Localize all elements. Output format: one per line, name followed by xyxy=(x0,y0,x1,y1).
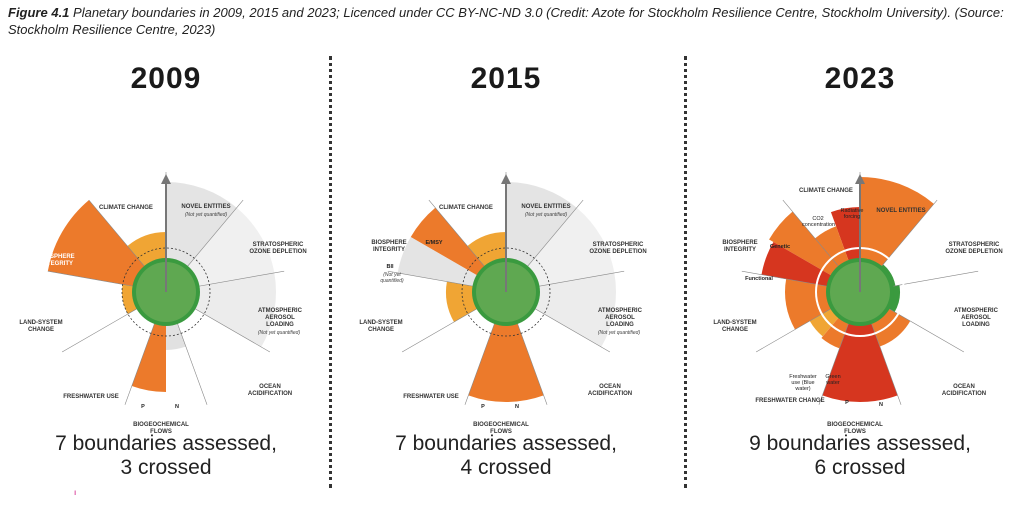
boundaries-diagram: CLIMATE CHANGE NOVEL ENTITIES (Not yet q… xyxy=(356,112,656,435)
label-ozone: STRATOSPHERIC OZONE DEPLETION xyxy=(589,242,647,255)
diagram-svg xyxy=(387,172,625,405)
panel-2023: 2023 CLIMATE CHANGE CO2 concentration Ra… xyxy=(700,56,1020,496)
stray-mark: ı xyxy=(74,488,77,497)
label-freshwater: FRESHWATER USE xyxy=(403,394,459,400)
wedge-ozone xyxy=(506,207,615,292)
label-aerosol: ATMOSPHERIC AEROSOL LOADING xyxy=(598,308,642,328)
label-freshwater: FRESHWATER USE xyxy=(63,394,119,400)
caption-text: Planetary boundaries in 2009, 2015 and 2… xyxy=(8,5,1004,37)
label-p: P xyxy=(141,404,145,410)
label-land-system: LAND-SYSTEM CHANGE xyxy=(19,320,63,333)
label-biosphere: BIOSPHERE INTEGRITY xyxy=(722,240,758,253)
label-aerosol-sub: (Not yet quantified) xyxy=(597,330,641,336)
label-biosphere: BIOSPHERE INTEGRITY xyxy=(39,254,75,267)
label-e-msy: E/MSY xyxy=(425,240,443,246)
label-n: N xyxy=(175,404,179,410)
label-biogeo: BIOGEOCHEMICAL FLOWS xyxy=(827,422,883,435)
label-aerosol-sub: (Not yet quantified) xyxy=(257,330,301,336)
summary-line-1: 9 boundaries assessed, xyxy=(749,432,971,455)
label-climate-change: CLIMATE CHANGE xyxy=(439,205,493,211)
panel-divider xyxy=(329,56,332,488)
label-land-system: LAND-SYSTEM CHANGE xyxy=(359,320,403,333)
label-aerosol: ATMOSPHERIC AEROSOL LOADING xyxy=(954,308,998,328)
label-novel-sub: (Not yet quantified) xyxy=(524,212,568,218)
label-ocean: OCEAN ACIDIFICATION xyxy=(941,384,987,397)
summary-line-2: 6 crossed xyxy=(814,456,906,479)
label-climate-change: CLIMATE CHANGE xyxy=(799,188,853,194)
label-genetic: Genetic xyxy=(769,244,791,250)
panel-summary: 7 boundaries assessed, 4 crossed xyxy=(346,432,666,480)
label-biogeo: BIOGEOCHEMICAL FLOWS xyxy=(133,422,189,435)
panel-year: 2023 xyxy=(824,62,896,95)
label-p: P xyxy=(481,404,485,410)
panel-summary: 7 boundaries assessed, 3 crossed xyxy=(6,432,326,480)
figure-label: Figure 4.1 xyxy=(8,5,70,20)
summary-line-2: 3 crossed xyxy=(120,456,212,479)
wedge-ozone xyxy=(166,207,275,292)
label-bii-sub: (Not yet quantified) xyxy=(380,272,404,284)
label-novel-entities: NOVEL ENTITIES xyxy=(876,208,926,214)
panel-summary: 9 boundaries assessed, 6 crossed xyxy=(700,432,1020,480)
label-climate-change: CLIMATE CHANGE xyxy=(99,205,153,211)
label-n: N xyxy=(515,404,519,410)
summary-line-1: 7 boundaries assessed, xyxy=(55,432,277,455)
label-biosphere: BIOSPHERE INTEGRITY xyxy=(371,240,407,253)
label-radiative: Radiative forcing xyxy=(840,208,864,220)
label-ozone: STRATOSPHERIC OZONE DEPLETION xyxy=(249,242,307,255)
risk-axis-arrow xyxy=(855,174,865,184)
label-ocean: OCEAN ACIDIFICATION xyxy=(247,384,293,397)
label-ozone: STRATOSPHERIC OZONE DEPLETION xyxy=(945,242,1003,255)
label-novel-sub: (Not yet quantified) xyxy=(184,212,228,218)
risk-axis-arrow xyxy=(161,174,171,184)
label-functional: Functional xyxy=(745,276,773,282)
panel-year: 2009 xyxy=(130,62,202,95)
boundary-circle xyxy=(461,247,551,337)
label-bii: BII xyxy=(386,264,394,270)
summary-line-1: 7 boundaries assessed, xyxy=(395,432,617,455)
summary-line-2: 4 crossed xyxy=(460,456,552,479)
boundaries-diagram: CLIMATE CHANGE NOVEL ENTITIES (Not yet q… xyxy=(16,112,316,435)
label-n: N xyxy=(879,402,883,408)
label-novel-entities: NOVEL ENTITIES xyxy=(521,204,571,210)
label-p: P xyxy=(845,400,849,406)
panel-divider xyxy=(684,56,687,488)
diagram-svg xyxy=(741,172,979,405)
diagram-svg xyxy=(47,172,285,405)
figure-caption: Figure 4.1 Planetary boundaries in 2009,… xyxy=(8,4,1016,38)
panel-year: 2015 xyxy=(470,62,542,95)
label-biogeo: BIOGEOCHEMICAL FLOWS xyxy=(473,422,529,435)
label-novel-entities: NOVEL ENTITIES xyxy=(181,204,231,210)
boundary-circle xyxy=(121,247,211,337)
wedge-novel-entities xyxy=(860,177,934,292)
label-land-system: LAND-SYSTEM CHANGE xyxy=(713,320,757,333)
risk-axis-arrow xyxy=(501,174,511,184)
label-blue-water: Freshwater use (Blue water) xyxy=(789,374,817,392)
wedge-biosphere-integrity xyxy=(47,200,166,292)
label-freshwater: FRESHWATER CHANGE xyxy=(755,398,825,404)
label-co2: CO2 concentration xyxy=(802,216,836,228)
label-green-water: Green water xyxy=(825,374,841,386)
label-aerosol: ATMOSPHERIC AEROSOL LOADING xyxy=(258,308,302,328)
boundaries-diagram: CLIMATE CHANGE CO2 concentration Radiati… xyxy=(710,112,1010,435)
label-ocean: OCEAN ACIDIFICATION xyxy=(587,384,633,397)
panel-2009: 2009 CLIMATE CHANGE NOVEL ENTITIES (Not … xyxy=(6,56,326,496)
panel-2015: 2015 CLIMATE CHANGE NOVEL ENTITIES (Not … xyxy=(346,56,666,496)
